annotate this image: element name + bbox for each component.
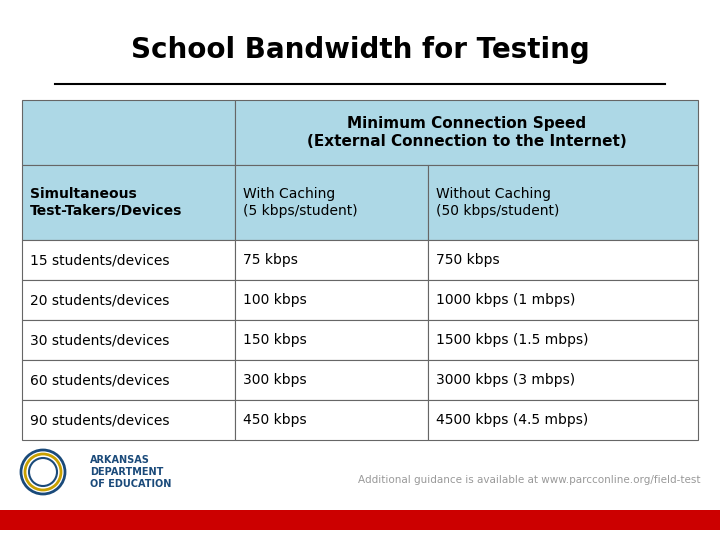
Text: 300 kbps: 300 kbps: [243, 373, 307, 387]
Bar: [428, 240, 698, 280]
Bar: [22, 280, 235, 320]
Text: Simultaneous
Test-Takers/Devices: Simultaneous Test-Takers/Devices: [30, 187, 182, 218]
Text: 1500 kbps (1.5 mbps): 1500 kbps (1.5 mbps): [436, 333, 588, 347]
Text: With Caching
(5 kbps/student): With Caching (5 kbps/student): [243, 187, 358, 218]
Bar: [428, 165, 698, 240]
Bar: [235, 240, 428, 280]
Text: 75 kbps: 75 kbps: [243, 253, 298, 267]
Bar: [235, 400, 428, 440]
Text: 150 kbps: 150 kbps: [243, 333, 307, 347]
Bar: [22, 100, 235, 165]
Text: Additional guidance is available at www.parcconline.org/field-test: Additional guidance is available at www.…: [358, 475, 700, 485]
Text: 750 kbps: 750 kbps: [436, 253, 499, 267]
Bar: [22, 165, 235, 240]
Bar: [235, 280, 428, 320]
Bar: [22, 360, 235, 400]
Text: 4500 kbps (4.5 mbps): 4500 kbps (4.5 mbps): [436, 413, 588, 427]
Bar: [22, 320, 235, 360]
Bar: [235, 165, 428, 240]
Bar: [235, 100, 698, 165]
Text: 1000 kbps (1 mbps): 1000 kbps (1 mbps): [436, 293, 575, 307]
Text: 3000 kbps (3 mbps): 3000 kbps (3 mbps): [436, 373, 575, 387]
Text: 60 students/devices: 60 students/devices: [30, 373, 169, 387]
Text: 30 students/devices: 30 students/devices: [30, 333, 169, 347]
Text: School Bandwidth for Testing: School Bandwidth for Testing: [130, 36, 590, 64]
Bar: [22, 240, 235, 280]
Bar: [22, 400, 235, 440]
Text: ARKANSAS
DEPARTMENT
OF EDUCATION: ARKANSAS DEPARTMENT OF EDUCATION: [90, 455, 171, 489]
Bar: [428, 360, 698, 400]
Bar: [235, 320, 428, 360]
Text: Minimum Connection Speed
(External Connection to the Internet): Minimum Connection Speed (External Conne…: [307, 116, 626, 148]
Bar: [428, 400, 698, 440]
Bar: [235, 360, 428, 400]
Text: Without Caching
(50 kbps/student): Without Caching (50 kbps/student): [436, 187, 559, 218]
Text: 15 students/devices: 15 students/devices: [30, 253, 169, 267]
Text: 450 kbps: 450 kbps: [243, 413, 307, 427]
Bar: [428, 280, 698, 320]
Text: 100 kbps: 100 kbps: [243, 293, 307, 307]
Bar: [0, 510, 720, 530]
Bar: [428, 320, 698, 360]
Text: 90 students/devices: 90 students/devices: [30, 413, 169, 427]
Text: 20 students/devices: 20 students/devices: [30, 293, 169, 307]
